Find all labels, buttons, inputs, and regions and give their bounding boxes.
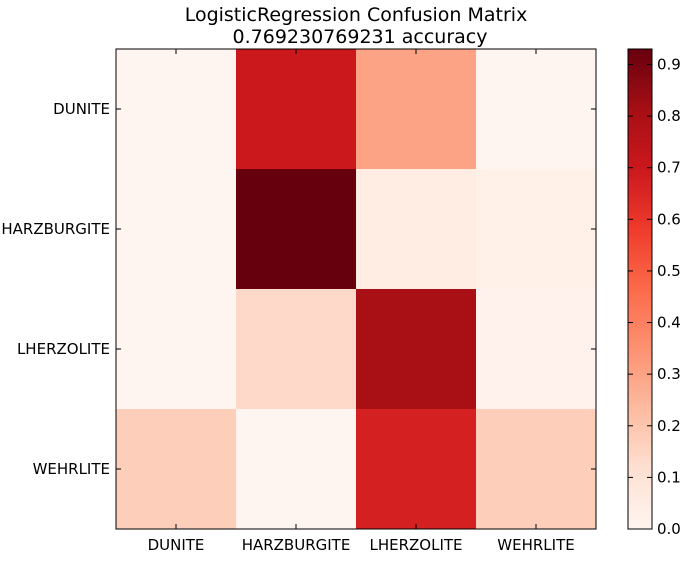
colorbar	[627, 48, 653, 530]
heatmap-cell-r3-c0	[116, 409, 237, 530]
x-tick-labels: DUNITE HARZBURGITE LHERZOLITE WEHRLITE	[148, 536, 575, 554]
heatmap-cell-r2-c1	[236, 289, 357, 410]
heatmap-cell-r1-c1	[236, 169, 357, 290]
y-tick-label: LHERZOLITE	[17, 340, 110, 358]
x-tick-label: DUNITE	[148, 536, 205, 554]
heatmap-cell-r2-c3	[476, 289, 597, 410]
y-tick-label: DUNITE	[53, 100, 110, 118]
heatmap-cell-r0-c0	[116, 49, 237, 170]
heatmap-cell-r1-c3	[476, 169, 597, 290]
x-tick-label: HARZBURGITE	[242, 536, 351, 554]
y-tick-label: WEHRLITE	[33, 460, 110, 478]
heatmap-cell-r3-c3	[476, 409, 597, 530]
colorbar-ticks: 0.0 0.1 0.2 0.3 0.4 0.5 0.6 0.7 0.8 0.9	[628, 55, 681, 538]
colorbar-tick-label: 0.5	[657, 262, 681, 280]
colorbar-tick-label: 0.8	[657, 107, 681, 125]
y-tick-label: HARZBURGITE	[1, 220, 110, 238]
y-tick-labels: DUNITE HARZBURGITE LHERZOLITE WEHRLITE	[1, 100, 110, 478]
heatmap-cell-r1-c2	[356, 169, 477, 290]
colorbar-tick-label: 0.3	[657, 365, 681, 383]
colorbar-tick-label: 0.4	[657, 314, 681, 332]
heatmap-cell-r3-c2	[356, 409, 477, 530]
colorbar-tick-label: 0.7	[657, 159, 681, 177]
chart-title: LogisticRegression Confusion Matrix	[185, 4, 528, 26]
axis-ticks	[116, 49, 596, 529]
heatmap-cell-r3-c1	[236, 409, 357, 530]
colorbar-tick-label: 0.0	[657, 520, 681, 538]
heatmap-cell-r2-c2	[356, 289, 477, 410]
colorbar-tick-label: 0.9	[657, 55, 681, 73]
x-tick-label: LHERZOLITE	[369, 536, 462, 554]
heatmap-cell-r0-c2	[356, 49, 477, 170]
heatmap-cell-r0-c3	[476, 49, 597, 170]
heatmap-cell-r2-c0	[116, 289, 237, 410]
heatmap-cells	[116, 49, 597, 530]
colorbar-tick-label: 0.2	[657, 417, 681, 435]
heatmap-cell-r1-c0	[116, 169, 237, 290]
plot-frame	[115, 48, 597, 530]
colorbar-tick-label: 0.1	[657, 468, 681, 486]
chart-subtitle: 0.769230769231 accuracy	[233, 26, 488, 48]
colorbar-tick-label: 0.6	[657, 210, 681, 228]
x-tick-label: WEHRLITE	[497, 536, 574, 554]
heatmap-cell-r0-c1	[236, 49, 357, 170]
